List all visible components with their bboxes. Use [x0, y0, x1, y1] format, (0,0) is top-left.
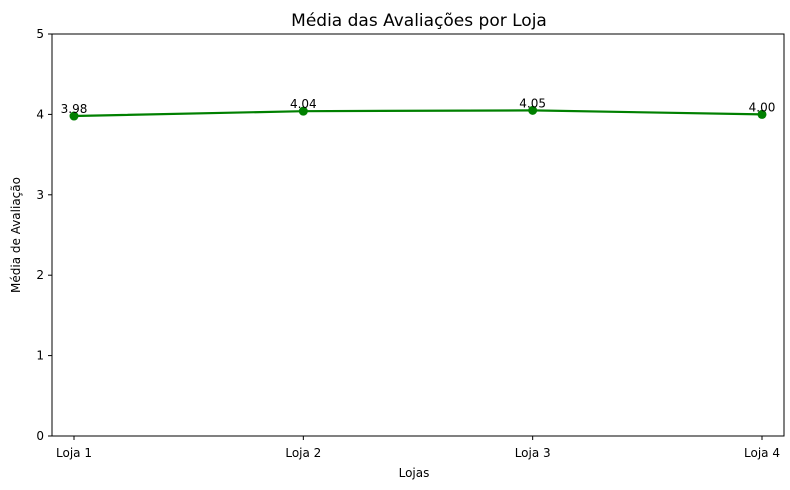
- y-tick-label: 2: [36, 268, 44, 282]
- y-axis-label: Média de Avaliação: [9, 177, 23, 293]
- y-tick-label: 4: [36, 107, 44, 121]
- x-axis: Loja 1 Loja 2 Loja 3 Loja 4: [56, 436, 780, 460]
- x-tick-label: Loja 1: [56, 446, 92, 460]
- data-label: 4.05: [519, 96, 546, 110]
- data-point: [757, 109, 767, 119]
- x-tick-label: Loja 2: [285, 446, 321, 460]
- y-axis: 0 1 2 3 4 5: [36, 27, 52, 443]
- data-point: [69, 111, 79, 121]
- y-tick-label: 1: [36, 349, 44, 363]
- plot-frame: [51, 33, 785, 437]
- data-label: 4.04: [290, 97, 317, 111]
- x-tick-label: Loja 4: [744, 446, 780, 460]
- y-tick-label: 3: [36, 188, 44, 202]
- data-point: [528, 105, 538, 115]
- data-label: 4.00: [749, 100, 776, 114]
- x-axis-label: Lojas: [399, 466, 430, 480]
- x-tick-label: Loja 3: [515, 446, 551, 460]
- y-tick-label: 5: [36, 27, 44, 41]
- data-point: [298, 106, 308, 116]
- data-label: 3.98: [61, 102, 88, 116]
- chart-title: Média das Avaliações por Loja: [291, 11, 547, 31]
- series-line: [73, 109, 763, 118]
- y-tick-label: 0: [36, 429, 44, 443]
- series-layer: 3.98 4.04 4.05 4.00: [61, 96, 776, 121]
